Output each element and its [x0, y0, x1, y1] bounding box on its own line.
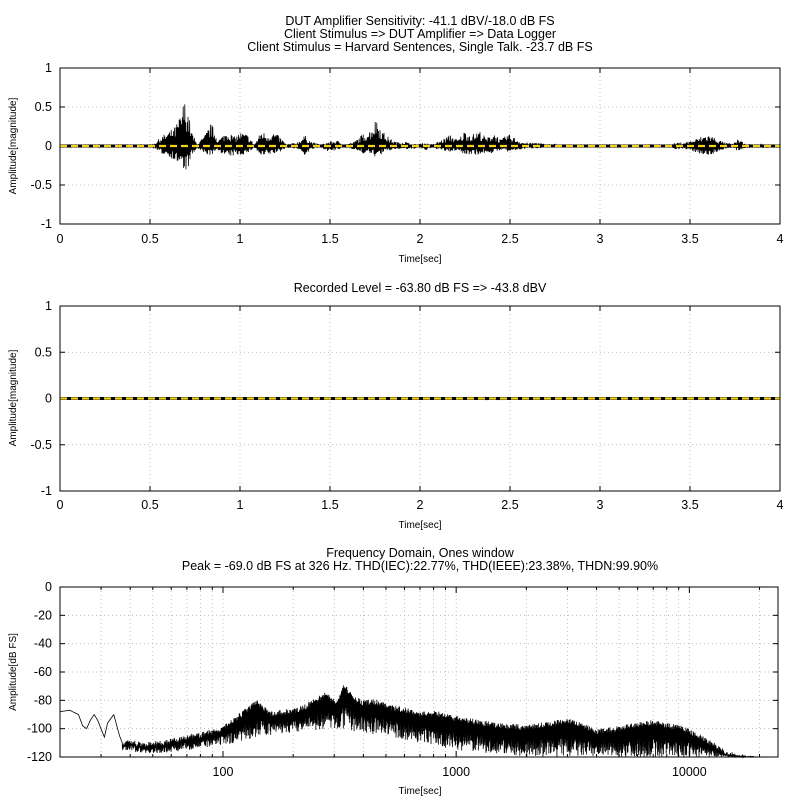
- x-tick-label: 0.5: [141, 232, 158, 246]
- panel-3-title-line-1: Frequency Domain, Ones window: [326, 546, 515, 560]
- y-tick-label: -20: [34, 608, 52, 622]
- x-tick-label: 1: [237, 498, 244, 512]
- panel-1-series: [59, 104, 781, 170]
- x-tick-label: 2: [417, 232, 424, 246]
- spectrum-series-line: [59, 685, 760, 759]
- y-tick-label: -40: [34, 637, 52, 651]
- y-tick-label: -0.5: [30, 178, 52, 192]
- x-tick-label: 0: [57, 498, 64, 512]
- x-tick-label: 1000: [442, 765, 470, 779]
- panel-1-y-axis-label: Amplitude[magnitude]: [8, 97, 19, 194]
- panel-2-tick-labels: 0 0.5 1 1.5 2 2.5 3 3.5 4 1 0.5 0 -0.5 -1: [30, 299, 783, 512]
- panel-2-frame: [59, 305, 781, 492]
- panel-1-frame: [59, 67, 781, 225]
- y-tick-label: -60: [34, 665, 52, 679]
- panel-3-spectrum: Frequency Domain, Ones window Peak = -69…: [8, 546, 779, 797]
- x-tick-label: 1.5: [321, 232, 338, 246]
- x-tick-label: 0.5: [141, 498, 158, 512]
- x-tick-label: 4: [777, 498, 784, 512]
- y-tick-label: -0.5: [30, 438, 52, 452]
- x-tick-label: 3.5: [681, 232, 698, 246]
- panel-1-title-line-3: Client Stimulus = Harvard Sentences, Sin…: [247, 40, 592, 54]
- panel-2-recorded: Recorded Level = -63.80 dB FS => -43.8 d…: [8, 281, 784, 531]
- y-tick-label: -1: [41, 217, 52, 231]
- y-tick-label: -80: [34, 693, 52, 707]
- panel-2-y-axis-label: Amplitude[magnitude]: [8, 349, 19, 446]
- panel-3-x-axis-label: Time[sec]: [399, 786, 442, 797]
- panel-2-title-line-1: Recorded Level = -63.80 dB FS => -43.8 d…: [294, 281, 547, 295]
- y-tick-label: 1: [45, 299, 52, 313]
- y-tick-label: -100: [27, 722, 52, 736]
- panel-1-title-line-1: DUT Amplifier Sensitivity: -41.1 dBV/-18…: [285, 14, 554, 28]
- x-tick-label: 2.5: [501, 498, 518, 512]
- x-tick-label: 3: [597, 498, 604, 512]
- y-tick-label: 1: [45, 61, 52, 75]
- panel-3-y-axis-label: Amplitude[dB FS]: [8, 633, 19, 711]
- y-tick-label: 0: [45, 139, 52, 153]
- panel-3-series: [59, 685, 760, 759]
- x-tick-label: 2.5: [501, 232, 518, 246]
- y-tick-label: -1: [41, 484, 52, 498]
- panel-1-title-line-2: Client Stimulus => DUT Amplifier => Data…: [284, 27, 556, 41]
- x-tick-label: 1: [237, 232, 244, 246]
- panel-1-waveform: DUT Amplifier Sensitivity: -41.1 dBV/-18…: [8, 14, 784, 265]
- panel-1-x-axis-label: Time[sec]: [399, 254, 442, 265]
- x-tick-label: 0: [57, 232, 64, 246]
- x-tick-label: 1.5: [321, 498, 338, 512]
- y-tick-label: -120: [27, 750, 52, 764]
- panel-2-x-axis-label: Time[sec]: [399, 520, 442, 531]
- panel-3-title-line-2: Peak = -69.0 dB FS at 326 Hz. THD(IEC):2…: [182, 559, 658, 573]
- panel-3-tick-labels: 100 1000 10000 0 -20 -40 -60 -80 -100 -120: [27, 580, 707, 779]
- panel-3-frame: [59, 586, 779, 758]
- x-tick-label: 100: [213, 765, 234, 779]
- x-tick-label: 3.5: [681, 498, 698, 512]
- panel-2-series: [59, 396, 781, 401]
- y-tick-label: 0.5: [35, 100, 52, 114]
- x-tick-label: 4: [777, 232, 784, 246]
- panel-1-tick-labels: 0 0.5 1 1.5 2 2.5 3 3.5 4 1 0.5 0 -0.5 -1: [30, 61, 783, 246]
- x-tick-label: 10000: [672, 765, 707, 779]
- x-tick-label: 3: [597, 232, 604, 246]
- y-tick-label: 0: [45, 580, 52, 594]
- y-tick-label: 0: [45, 392, 52, 406]
- x-tick-label: 2: [417, 498, 424, 512]
- y-tick-label: 0.5: [35, 345, 52, 359]
